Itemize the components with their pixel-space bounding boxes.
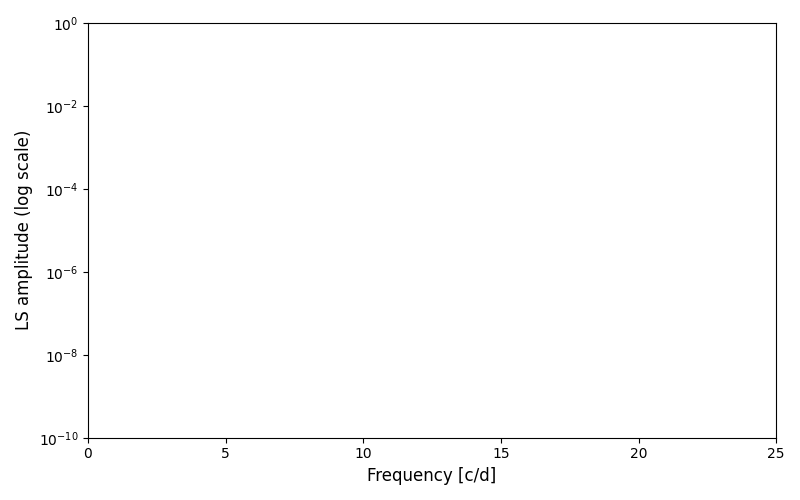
Y-axis label: LS amplitude (log scale): LS amplitude (log scale) — [15, 130, 33, 330]
X-axis label: Frequency [c/d]: Frequency [c/d] — [367, 467, 497, 485]
